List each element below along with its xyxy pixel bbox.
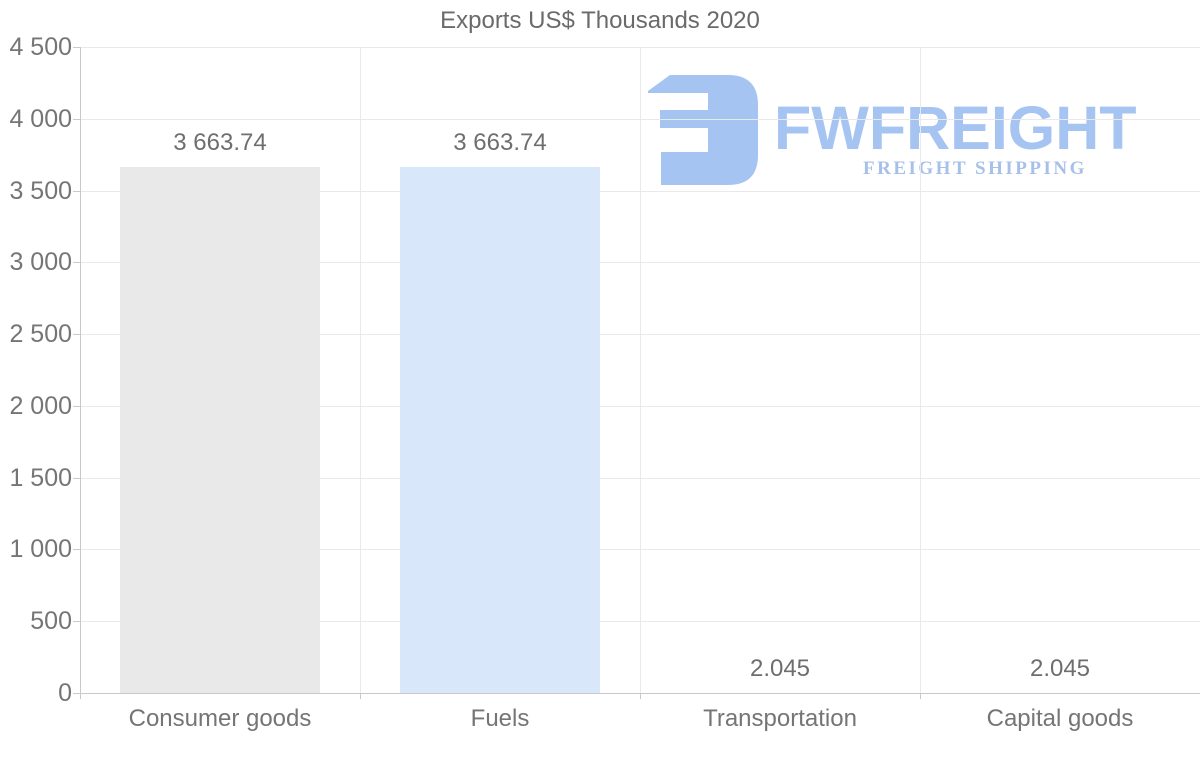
bar-value-label: 3 663.74: [173, 129, 267, 157]
logo-mark-icon: [648, 75, 758, 185]
y-tick-label: 3 500: [9, 176, 72, 205]
grid-line-vertical: [920, 47, 921, 693]
logo-tagline: FREIGHT SHIPPING: [863, 158, 1087, 179]
x-axis-tick: [360, 693, 361, 699]
bar-value-label: 2.045: [1029, 654, 1091, 682]
y-tick-label: 1 000: [9, 535, 72, 564]
y-tick-label: 3 000: [9, 248, 72, 277]
x-axis-tick: [920, 693, 921, 699]
x-axis-tick: [640, 693, 641, 699]
y-axis-tick: [73, 334, 80, 336]
category-label: Fuels: [470, 705, 530, 732]
bar-fuels[interactable]: [400, 167, 600, 693]
y-axis-tick: [73, 405, 80, 407]
y-tick-label: 4 000: [9, 104, 72, 133]
category-label: Transportation: [703, 705, 857, 732]
y-tick-label: 500: [30, 607, 72, 636]
logo: FWFREIGHT FREIGHT SHIPPING: [646, 73, 1146, 188]
y-axis-tick: [73, 693, 80, 694]
category-label: Capital goods: [986, 705, 1134, 732]
y-tick-label: 2 500: [9, 320, 72, 349]
chart-title: Exports US$ Thousands 2020: [440, 7, 760, 34]
bar-value-label: 2.045: [749, 654, 811, 682]
y-axis-tick: [73, 549, 80, 551]
y-tick-label: 1 500: [9, 463, 72, 492]
grid-line-vertical: [640, 47, 641, 693]
bar-consumer-goods[interactable]: [120, 167, 320, 693]
y-axis-tick: [73, 262, 80, 264]
y-axis: 0 500 1 000 1 500 2 000 2 500 3 000 3 500 4 000 4…: [0, 0, 72, 763]
y-axis-tick: [73, 118, 80, 120]
plot-area: 3 663.74 3 663.74 2.045 2.045: [73, 47, 1200, 699]
category-label: Consumer goods: [128, 705, 312, 732]
grid-line-vertical: [360, 47, 361, 693]
x-axis: Consumer goods Fuels Transportation Capital…: [80, 703, 1200, 743]
y-axis-tick: [73, 190, 80, 192]
y-axis-tick: [73, 477, 80, 479]
logo-wordmark: FWFREIGHT: [774, 94, 1137, 162]
y-axis-line: [80, 47, 81, 699]
y-tick-label: 0: [58, 679, 72, 707]
y-axis-tick: [73, 47, 80, 48]
y-axis-tick: [73, 621, 80, 623]
y-tick-label: 2 000: [9, 391, 72, 420]
y-tick-label: 4 500: [9, 33, 72, 61]
bar-value-label: 3 663.74: [453, 129, 547, 157]
